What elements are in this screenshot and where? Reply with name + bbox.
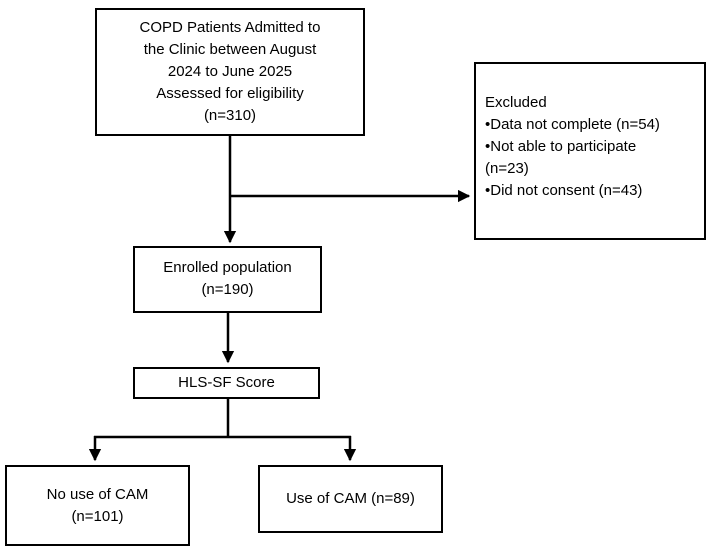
flow-node-hls-sf-score: HLS-SF Score	[133, 367, 320, 399]
flow-node-eligibility: COPD Patients Admitted to the Clinic bet…	[95, 8, 365, 136]
flow-node-excluded: Excluded •Data not complete (n=54) •Not …	[474, 62, 706, 240]
flow-node-no-use-of-cam: No use of CAM (n=101)	[5, 465, 190, 546]
flow-node-enrolled: Enrolled population (n=190)	[133, 246, 322, 313]
flow-node-use-of-cam: Use of CAM (n=89)	[258, 465, 443, 533]
